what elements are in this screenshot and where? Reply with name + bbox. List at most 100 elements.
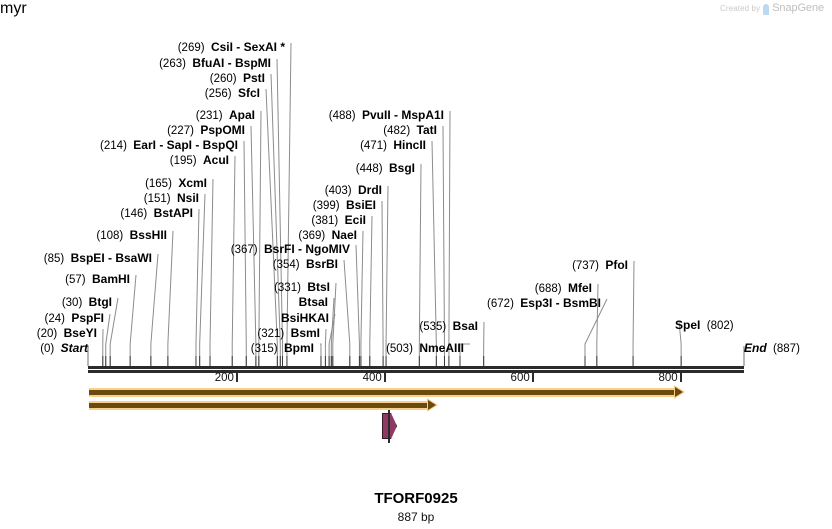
- enzyme-label[interactable]: (231) ApaI: [196, 109, 255, 123]
- leader-line: [381, 200, 384, 366]
- enzyme-label[interactable]: (256) SfcI: [205, 87, 260, 101]
- enzyme-label[interactable]: (535) BsaI: [419, 320, 478, 334]
- enzyme-name: AcuI: [202, 153, 229, 167]
- enzyme-label[interactable]: (24) PspFI: [44, 312, 104, 326]
- enzyme-position: (260): [209, 73, 243, 85]
- enzyme-label[interactable]: SpeI (802): [675, 319, 734, 333]
- enzyme-label[interactable]: (269) CsiI - SexAI *: [178, 41, 285, 55]
- enzyme-position: (688): [534, 283, 568, 295]
- enzyme-label[interactable]: (688) MfeI: [535, 282, 592, 296]
- enzyme-label[interactable]: (399) BsiEI: [313, 199, 376, 213]
- enzyme-label[interactable]: (369) NaeI: [298, 229, 357, 243]
- enzyme-name: PvuII - MspA1I: [361, 108, 444, 122]
- ruler-label: 800: [658, 372, 678, 384]
- feature-arrow-shape: [382, 413, 397, 439]
- enzyme-label[interactable]: (737) PfoI: [572, 259, 628, 273]
- enzyme-label[interactable]: (146) BstAPI: [120, 207, 193, 221]
- enzyme-name: PspOMI: [200, 123, 245, 137]
- enzyme-position: (354): [272, 259, 306, 271]
- enzyme-name: TatI: [416, 123, 437, 137]
- enzyme-position: (448): [355, 163, 389, 175]
- enzyme-name: BsmI: [290, 326, 320, 340]
- enzyme-label[interactable]: (354) BsrBI: [273, 258, 338, 272]
- enzyme-label[interactable]: (367) BsrFI - NgoMIV: [231, 243, 350, 257]
- enzyme-label[interactable]: (0) Start: [40, 342, 88, 356]
- leader-line: [355, 244, 360, 366]
- enzyme-name: SpeI: [675, 318, 701, 332]
- enzyme-name: BsgI: [388, 161, 415, 175]
- enzyme-label[interactable]: (20) BseYI: [37, 327, 97, 341]
- watermark-prefix: Created by: [720, 3, 761, 13]
- enzyme-position: (482): [383, 125, 417, 137]
- enzyme-label[interactable]: (214) EarI - SapI - BspQI: [100, 139, 238, 153]
- enzyme-name: BfuAI - BspMI: [192, 56, 271, 70]
- enzyme-position: (227): [167, 125, 201, 137]
- enzyme-label[interactable]: (151) NsiI: [144, 192, 199, 206]
- page-title: TFORF0925: [374, 490, 458, 507]
- enzyme-label[interactable]: (108) BssHII: [96, 229, 167, 243]
- enzyme-label[interactable]: (672) Esp3I - BsmBI: [487, 297, 601, 311]
- enzyme-name: End: [744, 341, 767, 355]
- enzyme-label[interactable]: (195) AcuI: [170, 154, 229, 168]
- enzyme-label[interactable]: (315) BpmI: [251, 342, 314, 356]
- enzyme-position: (30): [61, 297, 89, 309]
- enzyme-label[interactable]: (331) BtsI: [274, 281, 330, 295]
- leader-line: [632, 260, 635, 366]
- leader-line: [199, 193, 206, 366]
- enzyme-label[interactable]: BtsaI: [299, 296, 328, 310]
- leader-line: [343, 259, 351, 366]
- enzyme-label[interactable]: (482) TatI: [383, 124, 437, 138]
- ruler-tick: [235, 373, 238, 382]
- enzyme-name: SfcI: [237, 86, 260, 100]
- leader-line: [328, 313, 336, 366]
- enzyme-name: PspFI: [71, 311, 104, 325]
- enzyme-label[interactable]: End (887): [744, 342, 800, 356]
- ruler-label: 600: [510, 372, 530, 384]
- enzyme-label[interactable]: (488) PvuII - MspA1I: [329, 109, 444, 123]
- enzyme-position: (887): [766, 343, 800, 355]
- orf-core: [88, 390, 675, 395]
- leader-line: [231, 155, 236, 366]
- enzyme-label[interactable]: (165) XcmI: [145, 177, 207, 191]
- enzyme-position: (146): [120, 208, 154, 220]
- enzyme-position: (488): [328, 110, 362, 122]
- enzyme-label[interactable]: (448) BsgI: [356, 162, 415, 176]
- enzyme-position: (672): [487, 298, 521, 310]
- leader-line: [150, 253, 159, 366]
- enzyme-label[interactable]: (263) BfuAI - BspMI: [159, 57, 271, 71]
- enzyme-label[interactable]: (403) DrdI: [325, 184, 382, 198]
- enzyme-name: NmeAIII: [419, 341, 464, 355]
- enzyme-position: (0): [40, 343, 61, 355]
- enzyme-label[interactable]: (503) NmeAIII: [386, 342, 464, 356]
- leader-line: [195, 208, 200, 366]
- enzyme-label[interactable]: (471) HincII: [360, 139, 426, 153]
- enzyme-position: (165): [145, 178, 179, 190]
- enzyme-position: (24): [44, 313, 72, 325]
- enzyme-name: ApaI: [228, 108, 255, 122]
- enzyme-label[interactable]: (30) BtgI: [62, 296, 112, 310]
- enzyme-position: (57): [65, 274, 92, 286]
- enzyme-label[interactable]: (321) BsmI: [257, 327, 320, 341]
- dna-double-strand: [88, 366, 744, 369]
- enzyme-name: PfoI: [605, 258, 628, 272]
- enzyme-label[interactable]: (260) PstI: [210, 72, 265, 86]
- enzyme-label[interactable]: (227) PspOMI: [167, 124, 245, 138]
- enzyme-position: (85): [43, 253, 71, 265]
- enzyme-name: EciI: [344, 213, 366, 227]
- enzyme-position: (195): [169, 155, 203, 167]
- enzyme-name: BseYI: [63, 326, 97, 340]
- enzyme-name: Start: [60, 341, 88, 355]
- feature-label: myr: [0, 0, 27, 17]
- snapgene-logo-icon: [763, 3, 770, 15]
- enzyme-name: BsiEI: [345, 198, 376, 212]
- enzyme-label[interactable]: BsiHKAI: [281, 312, 329, 326]
- enzyme-position: (256): [204, 88, 238, 100]
- enzyme-position: (269): [177, 42, 211, 54]
- enzyme-position: (503): [386, 343, 420, 355]
- orf-arrowhead-core: [675, 387, 684, 397]
- enzyme-label[interactable]: (57) BamHI: [65, 273, 130, 287]
- enzyme-label[interactable]: (85) BspEI - BsaWI: [44, 252, 152, 266]
- ruler-tick: [383, 373, 386, 382]
- watermark-brand: SnapGene: [772, 2, 824, 14]
- enzyme-label[interactable]: (381) EciI: [311, 214, 366, 228]
